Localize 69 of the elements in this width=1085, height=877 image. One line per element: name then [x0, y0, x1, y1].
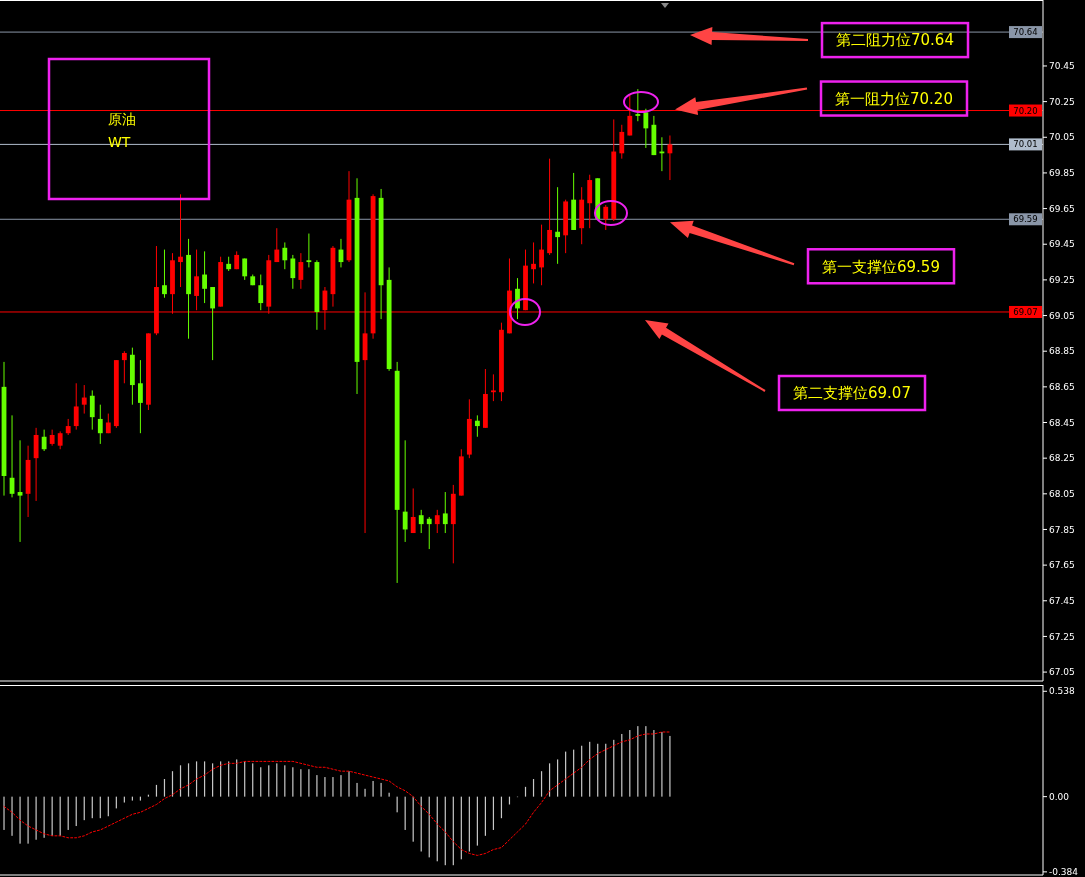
candlestick	[242, 257, 248, 281]
ref-line-label: 69.59	[1013, 214, 1038, 225]
candlestick	[603, 204, 609, 231]
candlestick	[202, 250, 207, 304]
candlestick	[138, 359, 143, 434]
candlestick	[258, 274, 264, 311]
candlestick	[587, 174, 593, 229]
line-series	[3, 731, 671, 856]
ref-line-label: 70.01	[1013, 139, 1038, 150]
candlestick	[547, 158, 552, 256]
annotation: 第一阻力位70.20	[835, 89, 953, 108]
candlestick	[73, 382, 79, 431]
candlestick	[531, 241, 536, 284]
candlestick	[17, 439, 23, 543]
candlestick	[162, 249, 167, 299]
candlestick	[418, 509, 424, 534]
candlestick	[619, 124, 625, 160]
candlestick	[555, 186, 561, 265]
candlestick	[474, 414, 480, 438]
y-tick-label: 67.85	[1049, 524, 1075, 535]
candlestick	[434, 509, 440, 534]
y-tick-label: 70.25	[1049, 96, 1075, 107]
y-tick-label: 70.05	[1049, 132, 1075, 143]
candlestick	[282, 241, 288, 270]
candlestick	[178, 193, 183, 288]
candlestick	[298, 252, 304, 290]
y-tick-label: 69.65	[1049, 203, 1075, 214]
candlestick	[426, 516, 432, 550]
candlestick	[491, 373, 496, 402]
ref-line-label: 70.20	[1013, 105, 1038, 116]
y-tick-label: 67.45	[1049, 595, 1075, 606]
y-tick-label: 68.85	[1049, 346, 1075, 357]
y-tick-label: 0.00	[1049, 791, 1070, 802]
candlestick	[306, 233, 312, 268]
annotation: 第二阻力位70.64	[836, 31, 954, 50]
y-tick-label: 67.05	[1049, 667, 1075, 678]
text: 原油	[108, 111, 136, 127]
candlestick	[81, 384, 87, 415]
ref-line-label: 70.64	[1013, 27, 1038, 38]
y-tick-label: 0.538	[1049, 686, 1076, 697]
y-tick-label: -0.384	[1049, 867, 1079, 877]
candlestick	[539, 224, 544, 286]
candlestick	[121, 350, 127, 384]
y-tick-label: 68.25	[1049, 453, 1075, 464]
candlestick	[41, 429, 47, 452]
candlestick	[442, 491, 448, 534]
y-tick-label: 69.85	[1049, 168, 1075, 179]
candlestick	[635, 88, 641, 122]
candlestick	[402, 439, 408, 543]
y-tick-label: 69.25	[1049, 275, 1075, 286]
ref-line-label: 69.07	[1013, 306, 1038, 317]
candlestick	[210, 286, 216, 361]
candlestick	[410, 487, 416, 534]
y-tick-label: 69.45	[1049, 239, 1075, 250]
candlestick	[89, 389, 95, 431]
annotation: 第二支撑位69.07	[793, 384, 911, 403]
annotation: 第一支撑位69.59	[822, 257, 940, 276]
candlestick	[97, 404, 103, 445]
candlestick	[643, 108, 649, 149]
y-tick-label: 69.05	[1049, 310, 1075, 321]
y-tick-label: 67.25	[1049, 631, 1075, 642]
candlestick	[33, 427, 39, 502]
y-tick-label: 68.65	[1049, 382, 1075, 392]
candlestick	[290, 254, 296, 290]
y-tick-label: 70.45	[1049, 61, 1075, 72]
y-tick-label: 68.05	[1049, 488, 1075, 499]
y-tick-label: 68.45	[1049, 417, 1075, 428]
candlestick	[274, 227, 280, 263]
y-tick-label: 67.65	[1049, 560, 1075, 571]
